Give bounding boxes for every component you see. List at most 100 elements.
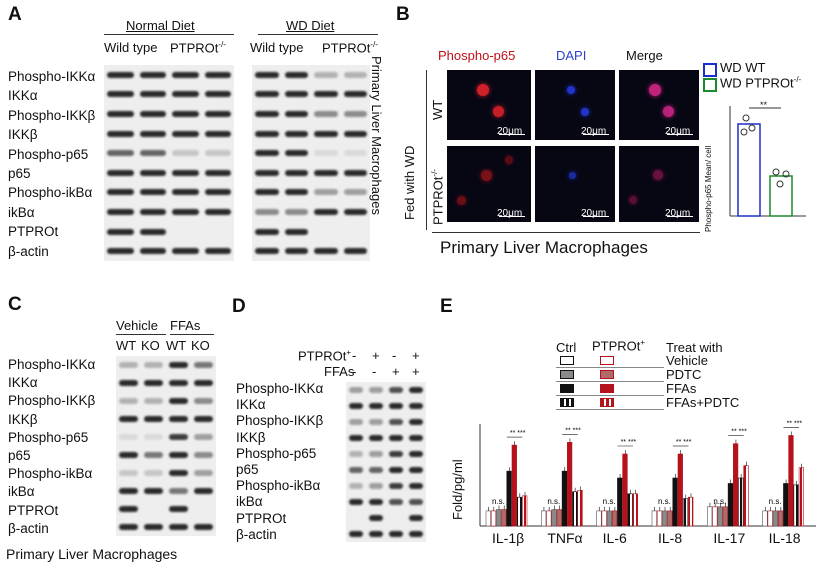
panel-d-label-2: Phospho-IKKβ xyxy=(236,413,324,429)
e-bar-2-0 xyxy=(596,510,602,527)
panel-c-band-8-2 xyxy=(169,506,188,512)
panel-a-wd-band-0-1 xyxy=(284,71,308,78)
panel-a-normal-header: Normal Diet xyxy=(126,18,195,33)
panel-a-normal-band-1-3 xyxy=(204,91,231,98)
panel-a-normal-band-1-2 xyxy=(172,91,199,98)
e-xlabel-2: IL-6 xyxy=(602,530,627,546)
panel-d-band-3-2 xyxy=(389,435,403,441)
panel-c-label-5: p65 xyxy=(8,448,31,463)
e-sig-0: ** *** xyxy=(510,430,526,437)
e-ns-1: n.s. xyxy=(547,497,560,506)
panel-d-band-7-2 xyxy=(389,499,403,505)
panel-a-wd-band-9-0 xyxy=(255,248,279,255)
panel-d-band-4-0 xyxy=(349,451,363,457)
panel-c-vehicle: Vehicle xyxy=(116,318,158,333)
panel-a-wd-band-5-3 xyxy=(343,169,367,176)
panel-d-band-1-0 xyxy=(349,403,363,409)
panel-a-normal-band-7-2 xyxy=(172,209,199,215)
panel-d-band-0-2 xyxy=(389,387,403,393)
e-bar-0-2 xyxy=(506,470,512,527)
e-sig-1: ** *** xyxy=(565,427,581,434)
panel-a-label-2: Phospho-IKKβ xyxy=(8,107,96,123)
legend-ctrl-swatch-0 xyxy=(560,356,574,365)
panel-a-wd-band-6-0 xyxy=(255,189,279,196)
panel-a-wd-band-7-2 xyxy=(314,209,338,215)
panel-a-wd-band-3-3 xyxy=(343,130,367,137)
panel-c-label-1: IKKα xyxy=(8,375,38,391)
panel-a-wd-band-1-3 xyxy=(343,91,367,98)
micrograph-wt-dapi: 20μm xyxy=(535,70,615,140)
e-sig-3: ** *** xyxy=(676,439,692,446)
micrograph-wt-merge: 20μm xyxy=(619,70,699,140)
panel-a-wd-band-5-2 xyxy=(314,169,338,176)
panel-d-label-5: p65 xyxy=(236,462,259,477)
panel-a-wd-band-9-1 xyxy=(284,248,308,255)
legend-row-line-0 xyxy=(556,367,664,368)
panel-a-normal-band-5-2 xyxy=(172,169,199,176)
panel-a-label-5: p65 xyxy=(8,166,31,181)
legend-ctrl-swatch-2 xyxy=(560,384,574,393)
panel-a-wd-band-4-3 xyxy=(343,150,367,157)
panel-a-wd-band-4-0 xyxy=(255,150,279,157)
panel-a-side-label: Primary Liver Macrophages xyxy=(369,56,384,215)
panel-b-caption-line xyxy=(432,232,700,233)
panel-a-wd-band-7-1 xyxy=(284,209,308,215)
e-bar-3-3 xyxy=(682,498,689,527)
legend-row-line-2 xyxy=(556,395,664,396)
panel-c-band-6-1 xyxy=(144,470,163,476)
panel-d-band-2-3 xyxy=(409,419,423,425)
panel-d-band-5-2 xyxy=(389,467,403,473)
e-bar-1-0 xyxy=(541,510,547,527)
panel-d-blot xyxy=(346,382,426,542)
panel-a-wd-band-6-2 xyxy=(314,189,338,196)
e-xlabel-3: IL-8 xyxy=(658,530,683,546)
panel-a-normal-band-4-1 xyxy=(139,150,166,157)
panel-a-normal-band-4-2 xyxy=(172,150,199,157)
panel-c-label-6: Phospho-ikBα xyxy=(8,466,93,482)
panel-a-wd-band-7-0 xyxy=(255,209,279,215)
panel-d-band-9-3 xyxy=(409,531,423,537)
panel-c-band-7-3 xyxy=(194,488,213,494)
e-bar-0-1 xyxy=(496,509,502,527)
e-bar-3-2 xyxy=(672,477,678,527)
e-xlabel-5: IL-18 xyxy=(768,530,801,546)
panel-d-label-8: PTPROt xyxy=(236,510,287,526)
panel-d-label-0: Phospho-IKKα xyxy=(236,381,324,396)
panel-a-normal-band-5-3 xyxy=(204,169,231,176)
panel-a-normal-band-2-1 xyxy=(139,111,166,117)
panel-c-label-3: IKKβ xyxy=(8,411,38,427)
e-bar-5-5 xyxy=(777,510,784,527)
panel-a-normal-band-0-1 xyxy=(139,71,166,78)
e-bar-1-7 xyxy=(577,490,583,527)
panel-d-band-9-0 xyxy=(349,531,363,537)
panel-a-label-3: IKKβ xyxy=(8,127,38,143)
panel-c-band-4-3 xyxy=(194,434,213,440)
panel-a-normal-band-6-0 xyxy=(107,189,134,196)
panel-c-band-3-0 xyxy=(119,416,138,422)
panel-d-treat1: PTPROt+ xyxy=(298,348,352,364)
e-bar-2-5 xyxy=(611,510,618,527)
panel-c-label-4: Phospho-p65 xyxy=(8,429,89,445)
panel-c-band-7-0 xyxy=(119,488,138,494)
panel-a-normal-band-6-3 xyxy=(204,189,231,196)
panel-a-ko-col: PTPROt-/- xyxy=(170,40,226,56)
panel-d-sign2-0: - xyxy=(352,364,357,379)
panel-a-wd-band-2-3 xyxy=(343,111,367,117)
panel-a-normal-band-4-0 xyxy=(107,150,134,157)
panel-a-normal-band-5-0 xyxy=(107,169,134,176)
panel-b-col-p65: Phospho-p65 xyxy=(438,48,516,63)
panel-c-caption: Primary Liver Macrophages xyxy=(6,546,178,562)
panel-c-label-2: Phospho-IKKβ xyxy=(8,393,96,409)
panel-a-normal-band-2-3 xyxy=(204,111,231,117)
panel-d-sign2-1: - xyxy=(372,364,377,379)
e-ns-2: n.s. xyxy=(603,497,616,506)
e-sig-5: ** *** xyxy=(787,420,803,427)
panel-e-legend-ctrl: Ctrl xyxy=(556,340,577,355)
panel-a-normal-band-9-1 xyxy=(139,248,166,255)
e-bar-1-1 xyxy=(551,509,557,527)
e-bar-1-5 xyxy=(556,509,562,527)
legend-ptpro-swatch-1 xyxy=(600,370,614,379)
panel-d-band-2-2 xyxy=(389,419,403,425)
panel-d-sign2-2: + xyxy=(392,364,400,379)
panel-c-label-7: ikBα xyxy=(8,484,35,500)
